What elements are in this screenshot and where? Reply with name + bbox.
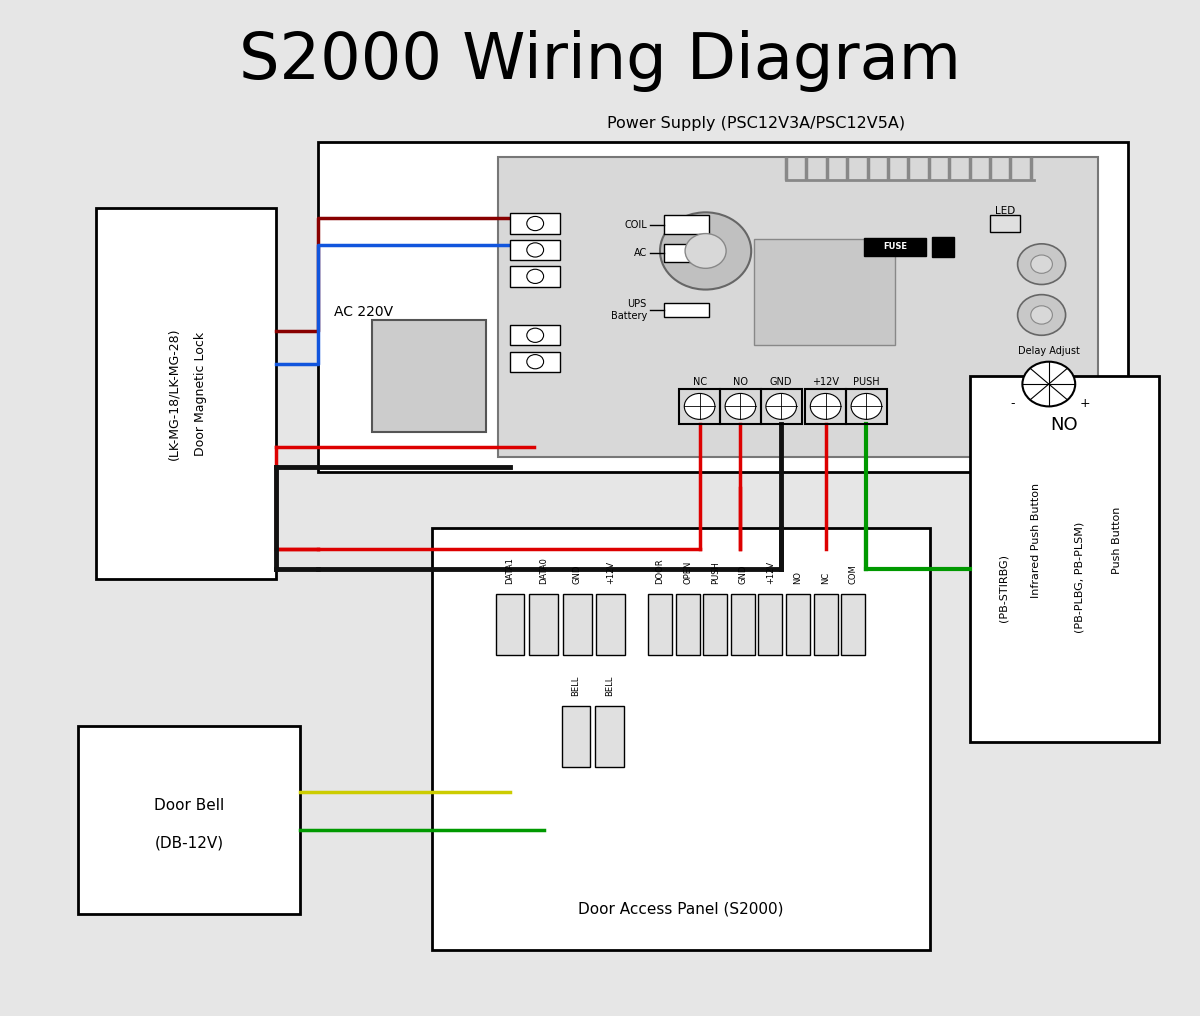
- Bar: [596, 594, 625, 655]
- Text: LED: LED: [996, 206, 1015, 216]
- Text: Door Access Panel (S2000): Door Access Panel (S2000): [578, 902, 784, 916]
- Text: (LK-MG-18/LK-MG-28): (LK-MG-18/LK-MG-28): [168, 327, 180, 460]
- Text: AC 220V: AC 220V: [334, 305, 392, 319]
- Bar: [664, 244, 709, 262]
- Text: Door Magnetic Lock: Door Magnetic Lock: [194, 331, 206, 456]
- Circle shape: [527, 328, 544, 342]
- Bar: [664, 215, 709, 234]
- Text: (PB-PLBG, PB-PLSM): (PB-PLBG, PB-PLSM): [1074, 521, 1085, 633]
- Text: (PB-STIRBG): (PB-STIRBG): [998, 554, 1009, 622]
- Bar: [814, 594, 838, 655]
- Circle shape: [685, 234, 726, 268]
- Bar: [786, 594, 810, 655]
- Circle shape: [1018, 295, 1066, 335]
- Text: +12V: +12V: [812, 377, 839, 387]
- Text: FUSE: FUSE: [883, 243, 907, 251]
- Circle shape: [725, 393, 756, 420]
- Circle shape: [810, 393, 841, 420]
- Circle shape: [851, 393, 882, 420]
- Bar: [648, 594, 672, 655]
- Circle shape: [1022, 362, 1075, 406]
- Text: GND: GND: [572, 565, 582, 584]
- Text: Power Supply (PSC12V3A/PSC12V5A): Power Supply (PSC12V3A/PSC12V5A): [607, 117, 905, 131]
- Circle shape: [766, 393, 797, 420]
- Bar: [679, 389, 720, 424]
- Text: PUSH: PUSH: [853, 377, 880, 387]
- Text: BELL: BELL: [605, 676, 614, 696]
- Text: COM: COM: [848, 565, 858, 584]
- Bar: [318, 142, 1128, 472]
- Bar: [990, 215, 1020, 232]
- Circle shape: [684, 393, 715, 420]
- Bar: [932, 237, 954, 257]
- Bar: [754, 239, 895, 345]
- Bar: [78, 726, 300, 914]
- Text: OPEN: OPEN: [683, 561, 692, 584]
- Text: DATA0: DATA0: [539, 558, 548, 584]
- Text: +: +: [1080, 397, 1090, 409]
- Bar: [846, 389, 887, 424]
- Circle shape: [527, 216, 544, 231]
- Text: Battery: Battery: [611, 311, 647, 321]
- Circle shape: [1031, 306, 1052, 324]
- Text: BELL: BELL: [571, 676, 581, 696]
- Text: Infrared Push Button: Infrared Push Button: [1031, 483, 1040, 598]
- Text: NO: NO: [1050, 416, 1079, 434]
- Bar: [529, 594, 558, 655]
- Circle shape: [1031, 255, 1052, 273]
- Bar: [510, 213, 560, 234]
- Bar: [664, 303, 709, 317]
- Bar: [703, 594, 727, 655]
- Text: NC: NC: [692, 377, 707, 387]
- Circle shape: [527, 355, 544, 369]
- Text: DATA1: DATA1: [505, 558, 515, 584]
- Text: Door Bell: Door Bell: [154, 798, 224, 813]
- Text: UPS: UPS: [628, 299, 647, 309]
- Bar: [562, 706, 590, 767]
- Circle shape: [660, 212, 751, 290]
- Bar: [498, 157, 1098, 457]
- Bar: [970, 376, 1159, 742]
- Text: +12V: +12V: [766, 561, 775, 584]
- Bar: [96, 208, 276, 579]
- Text: Push Button: Push Button: [1112, 507, 1122, 574]
- Bar: [676, 594, 700, 655]
- Bar: [761, 389, 802, 424]
- Bar: [372, 320, 486, 432]
- Text: NO: NO: [733, 377, 748, 387]
- Bar: [432, 528, 930, 950]
- Circle shape: [527, 243, 544, 257]
- Text: -: -: [1010, 397, 1015, 409]
- Text: PUSH: PUSH: [710, 561, 720, 584]
- Bar: [496, 594, 524, 655]
- Text: (DB-12V): (DB-12V): [155, 835, 223, 850]
- Bar: [563, 594, 592, 655]
- Text: COIL: COIL: [624, 219, 647, 230]
- Bar: [731, 594, 755, 655]
- Bar: [595, 706, 624, 767]
- Circle shape: [527, 269, 544, 283]
- Circle shape: [1018, 244, 1066, 284]
- Bar: [841, 594, 865, 655]
- Bar: [805, 389, 846, 424]
- Bar: [510, 352, 560, 372]
- Text: S2000 Wiring Diagram: S2000 Wiring Diagram: [239, 29, 961, 92]
- Bar: [510, 240, 560, 260]
- Bar: [510, 266, 560, 287]
- Bar: [758, 594, 782, 655]
- Text: DOOR: DOOR: [655, 559, 665, 584]
- Text: GND: GND: [770, 377, 792, 387]
- Text: NO: NO: [793, 571, 803, 584]
- Text: +12V: +12V: [606, 561, 616, 584]
- Text: AC: AC: [634, 248, 647, 258]
- Text: GND: GND: [738, 565, 748, 584]
- Bar: [864, 238, 926, 256]
- Bar: [510, 325, 560, 345]
- Bar: [720, 389, 761, 424]
- Text: Delay Adjust: Delay Adjust: [1018, 345, 1080, 356]
- Text: NC: NC: [821, 572, 830, 584]
